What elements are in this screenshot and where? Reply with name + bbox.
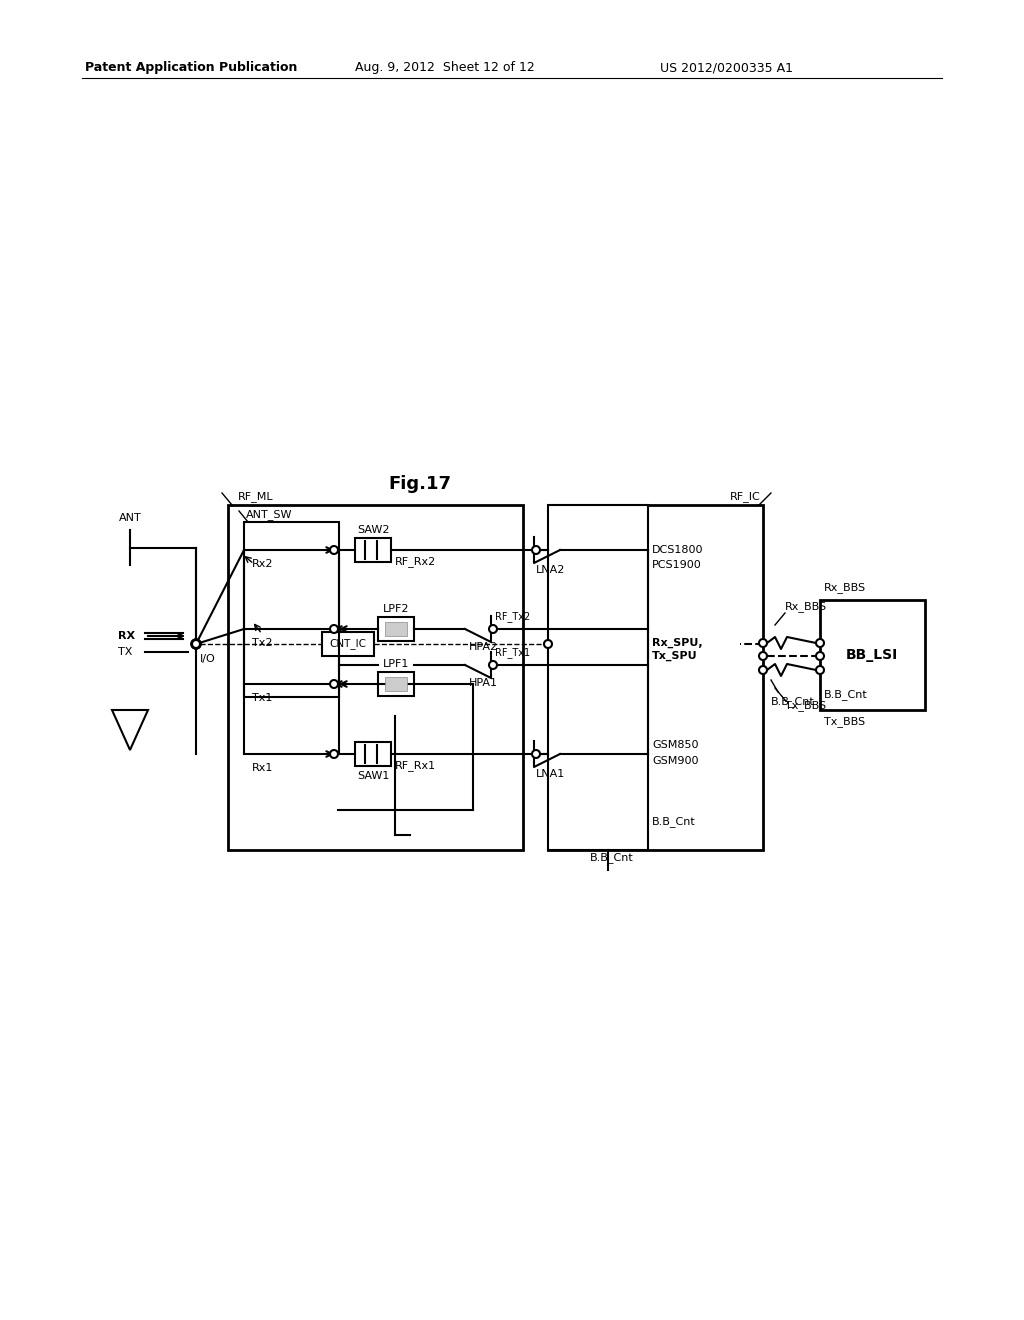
Text: PCS1900: PCS1900 xyxy=(652,560,701,570)
Text: Tx1: Tx1 xyxy=(252,693,272,704)
Circle shape xyxy=(330,750,338,758)
Bar xyxy=(385,622,407,636)
Circle shape xyxy=(191,639,201,649)
Text: RF_Tx1: RF_Tx1 xyxy=(495,648,530,659)
Bar xyxy=(378,672,414,696)
Text: RX: RX xyxy=(118,631,135,642)
Circle shape xyxy=(816,652,824,660)
Text: Rx2: Rx2 xyxy=(252,558,273,569)
Circle shape xyxy=(330,680,338,688)
Circle shape xyxy=(544,640,552,648)
Text: LPF1: LPF1 xyxy=(383,659,410,669)
Bar xyxy=(244,521,339,697)
Text: B.B_Cnt: B.B_Cnt xyxy=(824,689,867,701)
Text: RF_Tx2: RF_Tx2 xyxy=(495,611,530,623)
Bar xyxy=(385,677,407,690)
Text: RF_ML: RF_ML xyxy=(238,491,273,503)
Text: ANT: ANT xyxy=(119,513,141,523)
Text: SAW2: SAW2 xyxy=(356,525,389,535)
Text: Rx_SPU,: Rx_SPU, xyxy=(652,638,702,648)
Text: Patent Application Publication: Patent Application Publication xyxy=(85,62,297,74)
Text: ANT_SW: ANT_SW xyxy=(246,510,293,520)
Circle shape xyxy=(759,667,767,675)
Text: Tx2: Tx2 xyxy=(252,638,272,648)
Text: Fig.17: Fig.17 xyxy=(388,475,451,492)
Text: RF_IC: RF_IC xyxy=(730,491,761,503)
Text: LPF2: LPF2 xyxy=(383,605,410,614)
Bar xyxy=(228,506,523,850)
Circle shape xyxy=(330,546,338,554)
Circle shape xyxy=(816,639,824,647)
Text: SAW1: SAW1 xyxy=(356,771,389,781)
Text: B.B_Cnt: B.B_Cnt xyxy=(590,853,634,863)
Text: Tx_BBS: Tx_BBS xyxy=(824,717,865,727)
Circle shape xyxy=(759,652,767,660)
Bar xyxy=(355,539,391,562)
Text: RF_Rx2: RF_Rx2 xyxy=(395,557,436,568)
Circle shape xyxy=(816,667,824,675)
Text: GSM900: GSM900 xyxy=(652,756,698,766)
Text: Rx1: Rx1 xyxy=(252,763,273,774)
Text: I/O: I/O xyxy=(200,653,216,664)
Circle shape xyxy=(489,624,497,634)
Text: TX: TX xyxy=(118,647,132,657)
Text: DCS1800: DCS1800 xyxy=(652,545,703,554)
Circle shape xyxy=(759,639,767,647)
Bar xyxy=(820,601,925,710)
Text: Aug. 9, 2012  Sheet 12 of 12: Aug. 9, 2012 Sheet 12 of 12 xyxy=(355,62,535,74)
Text: US 2012/0200335 A1: US 2012/0200335 A1 xyxy=(660,62,793,74)
Text: LNA2: LNA2 xyxy=(536,565,565,576)
Text: GSM850: GSM850 xyxy=(652,741,698,750)
Circle shape xyxy=(532,546,540,554)
Circle shape xyxy=(193,640,200,648)
Text: B.B_Cnt: B.B_Cnt xyxy=(652,817,695,828)
Circle shape xyxy=(532,750,540,758)
Text: BB_LSI: BB_LSI xyxy=(846,648,898,663)
Text: HPA1: HPA1 xyxy=(469,678,498,688)
Text: Rx_BBS: Rx_BBS xyxy=(824,582,866,594)
Bar xyxy=(355,742,391,766)
Circle shape xyxy=(191,639,201,649)
Text: Tx_SPU: Tx_SPU xyxy=(652,651,697,661)
Text: B.B_Cnt: B.B_Cnt xyxy=(771,697,815,708)
Text: LNA1: LNA1 xyxy=(536,770,565,779)
Circle shape xyxy=(489,661,497,669)
Text: CNT_IC: CNT_IC xyxy=(330,639,367,649)
Text: HPA2: HPA2 xyxy=(469,642,498,652)
Text: RF_Rx1: RF_Rx1 xyxy=(395,760,436,771)
Bar xyxy=(322,632,374,656)
Text: Tx_BBS: Tx_BBS xyxy=(785,701,826,711)
Bar xyxy=(548,506,763,850)
Bar xyxy=(378,616,414,642)
Text: Rx_BBS: Rx_BBS xyxy=(785,602,827,612)
Bar xyxy=(548,506,648,850)
Circle shape xyxy=(330,624,338,634)
